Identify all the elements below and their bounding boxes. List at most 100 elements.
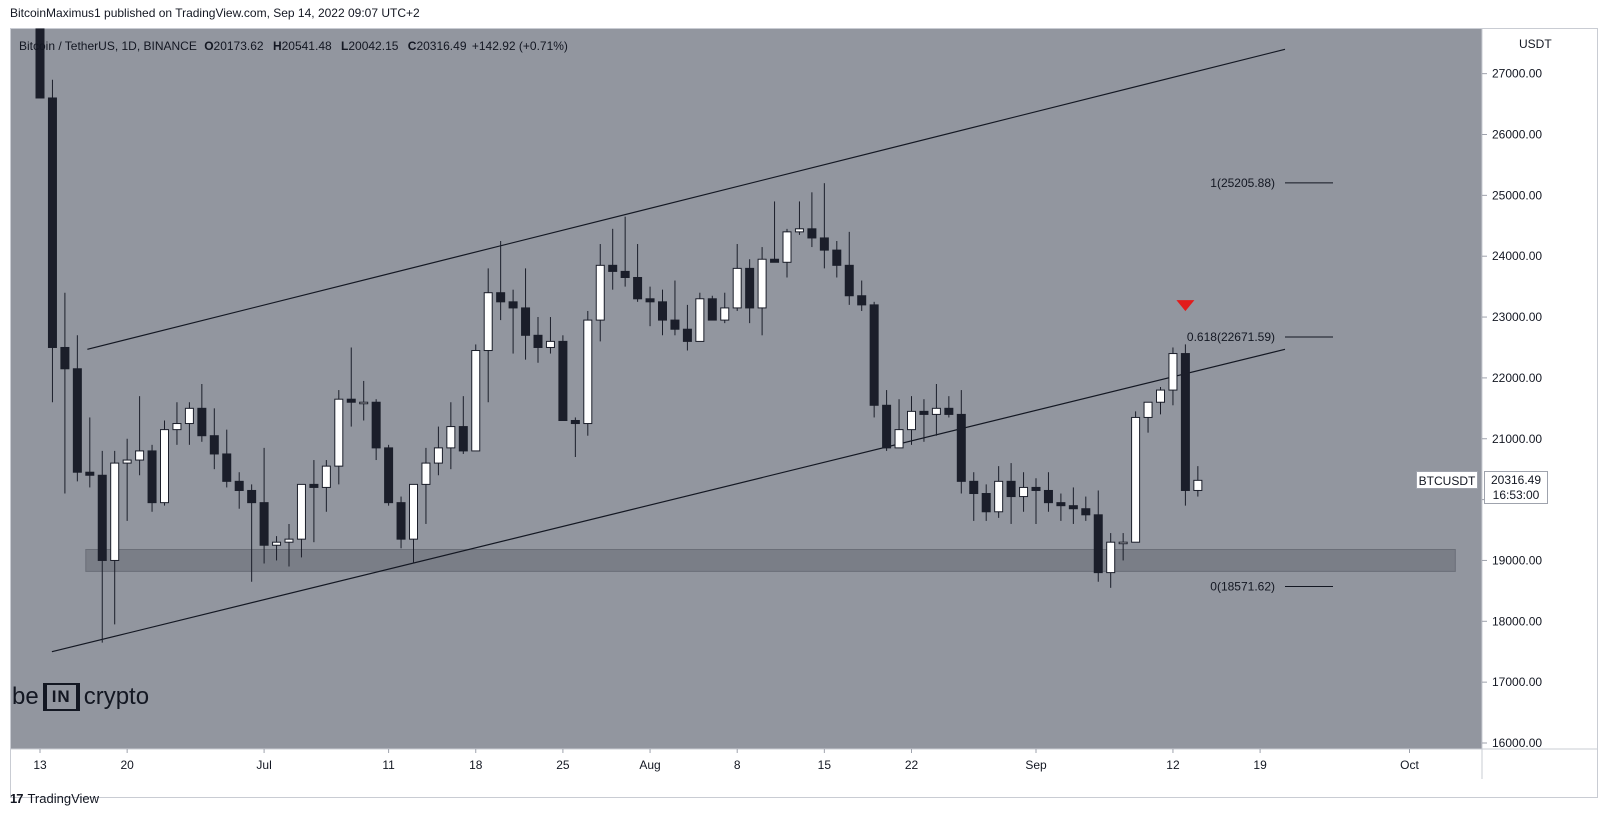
candle[interactable] [994, 466, 1004, 518]
candle[interactable] [35, 28, 45, 99]
candle[interactable] [782, 228, 792, 278]
candle[interactable] [135, 396, 145, 476]
candle[interactable] [284, 523, 294, 567]
candle[interactable] [1118, 533, 1128, 561]
footer-brand[interactable]: 17 TradingView [10, 791, 99, 806]
candle[interactable] [794, 201, 804, 235]
candle[interactable] [1180, 344, 1190, 506]
candle[interactable] [944, 396, 954, 418]
candle[interactable] [259, 447, 269, 564]
candle[interactable] [570, 417, 580, 458]
candle[interactable] [222, 429, 232, 488]
candle[interactable] [97, 450, 107, 643]
candle[interactable] [645, 286, 655, 327]
candle[interactable] [969, 472, 979, 521]
candle[interactable] [309, 460, 319, 543]
support-zone [85, 548, 1456, 572]
candle[interactable] [1019, 472, 1029, 512]
candle[interactable] [1068, 487, 1078, 524]
candle[interactable] [695, 292, 705, 342]
candle[interactable] [770, 201, 780, 263]
candle[interactable] [907, 396, 916, 445]
candle[interactable] [496, 240, 506, 321]
candle[interactable] [384, 444, 394, 506]
candle[interactable] [421, 447, 431, 524]
candle[interactable] [446, 402, 456, 470]
candle[interactable] [1131, 411, 1141, 543]
candle[interactable] [296, 483, 306, 558]
candle[interactable] [682, 304, 692, 351]
candle[interactable] [545, 317, 555, 354]
candle-body [334, 398, 344, 467]
plot-area[interactable] [11, 29, 1482, 749]
candle[interactable] [857, 280, 867, 311]
candle[interactable] [110, 450, 120, 625]
candle[interactable] [147, 444, 157, 512]
candle[interactable] [197, 383, 207, 442]
candle[interactable] [1168, 347, 1178, 406]
candle[interactable] [160, 420, 169, 506]
candle[interactable] [1143, 401, 1153, 433]
candle[interactable] [1056, 493, 1066, 521]
candle[interactable] [1031, 478, 1041, 524]
candle[interactable] [72, 335, 82, 482]
candle[interactable] [583, 310, 593, 436]
candle[interactable] [458, 396, 468, 454]
candle[interactable] [359, 380, 369, 421]
candle[interactable] [1106, 533, 1116, 588]
candle[interactable] [1043, 472, 1053, 512]
candle[interactable] [720, 292, 730, 324]
candle[interactable] [247, 484, 257, 582]
candle[interactable] [732, 244, 742, 311]
candle[interactable] [745, 259, 755, 324]
candle[interactable] [931, 383, 941, 436]
candle[interactable] [633, 244, 643, 302]
candle[interactable] [608, 228, 618, 290]
candle[interactable] [844, 231, 854, 305]
candle[interactable] [172, 402, 182, 445]
candle[interactable] [1006, 463, 1016, 524]
candle[interactable] [1081, 496, 1091, 521]
candle[interactable] [1156, 387, 1165, 415]
candle[interactable] [483, 268, 493, 403]
candle[interactable] [60, 292, 70, 494]
candle[interactable] [807, 192, 817, 248]
candle[interactable] [433, 426, 443, 476]
candle[interactable] [707, 295, 717, 321]
candle[interactable] [521, 268, 531, 360]
candle[interactable] [558, 335, 568, 421]
candle[interactable] [894, 399, 904, 449]
candle[interactable] [595, 244, 605, 342]
candle[interactable] [533, 317, 543, 363]
candle[interactable] [85, 417, 95, 488]
candle[interactable] [508, 289, 518, 354]
candle[interactable] [122, 438, 132, 521]
candle[interactable] [981, 484, 991, 521]
candle[interactable] [334, 390, 344, 485]
candle[interactable] [1093, 490, 1103, 582]
candle[interactable] [409, 483, 418, 564]
candle[interactable] [869, 301, 879, 418]
candle[interactable] [396, 496, 406, 549]
candle-body [608, 264, 618, 272]
candle[interactable] [620, 216, 630, 287]
candle[interactable] [371, 399, 381, 461]
candle[interactable] [184, 402, 194, 445]
candle[interactable] [209, 408, 219, 470]
candle[interactable] [670, 280, 680, 336]
candle[interactable] [882, 390, 892, 451]
candle[interactable] [956, 390, 966, 494]
candle[interactable] [1193, 466, 1203, 497]
candle[interactable] [919, 399, 929, 442]
candle[interactable] [234, 472, 244, 509]
candle[interactable] [832, 240, 842, 278]
candle[interactable] [272, 536, 282, 561]
candle[interactable] [321, 460, 331, 512]
candle[interactable] [658, 289, 667, 336]
candle[interactable] [471, 344, 481, 452]
candle[interactable] [346, 347, 356, 427]
candle[interactable] [819, 183, 829, 269]
candle[interactable] [757, 247, 767, 336]
candle[interactable] [47, 79, 57, 403]
